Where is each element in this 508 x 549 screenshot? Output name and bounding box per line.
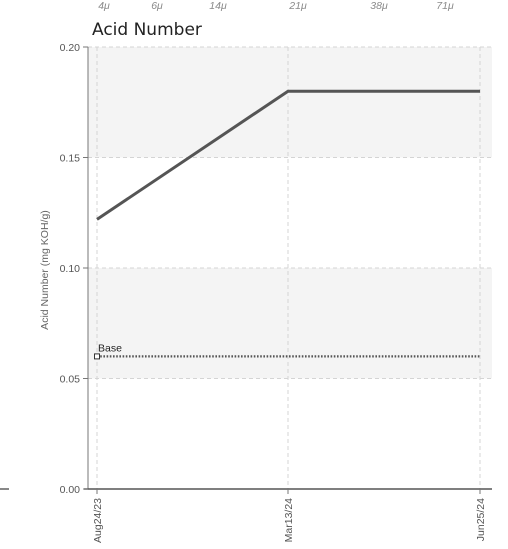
acid-number-line: [96, 89, 480, 221]
background-bands: [88, 47, 492, 379]
y-tick-labels: 0.00 0.05 0.10 0.15 0.20: [60, 42, 81, 496]
top-label: 71μ: [436, 0, 454, 12]
y-tick-label: 0.15: [60, 153, 81, 165]
axes: [0, 46, 492, 494]
top-label: 4μ: [98, 0, 110, 12]
chart-title: Acid Number: [92, 20, 202, 40]
x-tick-labels: Aug24/23 Mar13/24 Jun25/24: [92, 498, 487, 543]
background-band: [88, 268, 492, 379]
top-label: 38μ: [370, 0, 388, 12]
base-marker: [94, 353, 100, 360]
background-band: [88, 47, 492, 158]
top-label: 6μ: [151, 0, 163, 12]
x-tick-label: Jun25/24: [475, 498, 487, 541]
y-tick-label: 0.20: [60, 42, 81, 54]
top-label: 21μ: [288, 0, 307, 12]
x-tick-label: Mar13/24: [283, 498, 295, 543]
y-tick-label: 0.10: [60, 263, 81, 275]
gridlines: [88, 46, 492, 489]
y-tick-label: 0.00: [60, 484, 81, 496]
y-tick-label: 0.05: [60, 374, 81, 386]
series-lines: Base: [94, 89, 480, 360]
y-axis-label: Acid Number (mg KOH/g): [39, 210, 51, 330]
top-labels: 4μ 6μ 14μ 21μ 38μ 71μ: [98, 0, 454, 12]
base-label: Base: [98, 342, 122, 354]
x-tick-label: Aug24/23: [92, 498, 104, 543]
top-label: 14μ: [209, 0, 227, 12]
